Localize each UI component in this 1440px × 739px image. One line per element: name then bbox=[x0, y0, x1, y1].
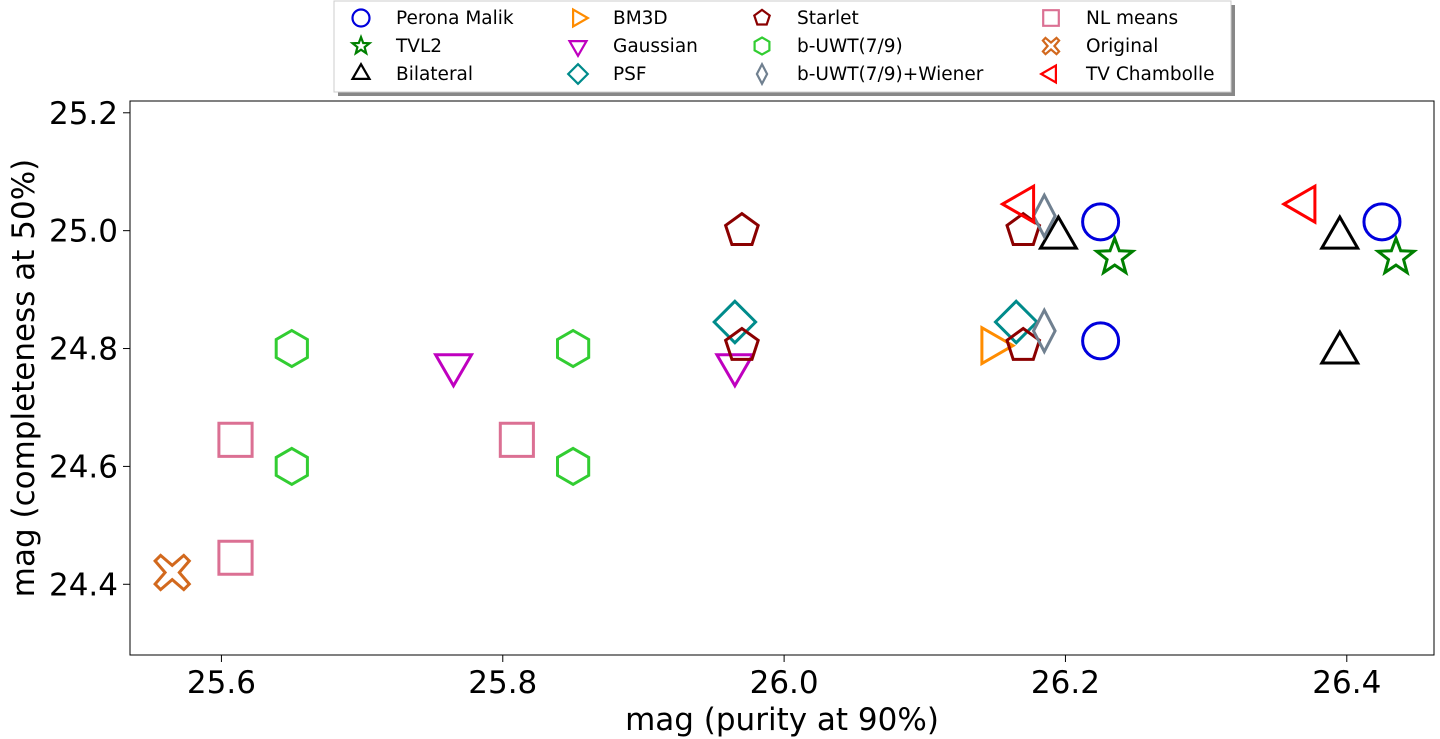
x-tick-label: 26.2 bbox=[1031, 665, 1100, 701]
point-perona-malik-1 bbox=[1081, 202, 1121, 242]
x-tick-label: 25.8 bbox=[468, 665, 537, 701]
legend-marker-nl-means bbox=[1042, 9, 1060, 27]
point-nl-means-2 bbox=[217, 539, 254, 576]
x-axis-ticks: 25.6 25.8 26.0 26.2 26.4 bbox=[187, 655, 1381, 701]
legend-label-bm3d: BM3D bbox=[613, 8, 668, 29]
y-tick-label: 25.2 bbox=[49, 96, 118, 132]
legend: Perona Malik TVL2 Bilateral BM3D Gaussian PSF… bbox=[333, 0, 1235, 96]
point-tv-chambolle-1 bbox=[999, 183, 1036, 225]
x-axis-label: mag (purity at 90%) bbox=[625, 702, 939, 738]
y-tick-label: 24.8 bbox=[49, 332, 118, 368]
point-b-uwt-7-9-wiener-2 bbox=[1031, 306, 1057, 355]
point-starlet-2 bbox=[723, 326, 760, 361]
legend-label-perona-malik: Perona Malik bbox=[396, 8, 514, 29]
point-original-1 bbox=[153, 553, 192, 592]
legend-label-psf: PSF bbox=[613, 64, 647, 85]
point-perona-malik-2 bbox=[1081, 321, 1121, 361]
point-gaussian-2 bbox=[714, 353, 756, 389]
point-b-uwt-7-9-3 bbox=[556, 328, 591, 369]
legend-label-nl-means: NL means bbox=[1086, 8, 1178, 29]
point-psf-2 bbox=[993, 299, 1040, 345]
legend-label-gaussian: Gaussian bbox=[613, 36, 698, 57]
point-b-uwt-7-9-4 bbox=[556, 446, 591, 487]
point-tvl2-1 bbox=[1092, 233, 1137, 276]
legend-marker-tvl2 bbox=[349, 33, 373, 56]
point-tv-chambolle-2 bbox=[1280, 183, 1317, 225]
y-axis-ticks: 24.4 24.6 24.8 25.0 25.2 bbox=[49, 96, 130, 603]
legend-marker-tv-chambolle bbox=[1039, 63, 1058, 85]
point-bilateral-2 bbox=[1319, 213, 1361, 250]
legend-marker-bm3d bbox=[571, 7, 590, 29]
legend-label-original: Original bbox=[1086, 36, 1158, 57]
legend-label-bilateral: Bilateral bbox=[396, 64, 473, 85]
point-nl-means-3 bbox=[498, 421, 535, 458]
legend-marker-original bbox=[1041, 36, 1061, 56]
y-tick-label: 25.0 bbox=[49, 214, 118, 250]
legend-box bbox=[333, 0, 1232, 93]
legend-label-b-uwt-7-9-wiener: b-UWT(7/9)+Wiener bbox=[797, 64, 984, 85]
legend-label-starlet: Starlet bbox=[797, 8, 859, 29]
point-b-uwt-7-9-1 bbox=[274, 328, 309, 369]
point-psf-1 bbox=[712, 299, 758, 345]
y-tick-label: 24.4 bbox=[49, 567, 118, 603]
data-points bbox=[153, 183, 1419, 592]
point-starlet-1 bbox=[723, 211, 760, 246]
point-bm3d-1 bbox=[980, 325, 1017, 367]
legend-label-b-uwt-7-9: b-UWT(7/9) bbox=[797, 36, 903, 57]
legend-marker-b-uwt-7-9 bbox=[753, 36, 771, 56]
y-tick-label: 24.6 bbox=[49, 449, 118, 485]
y-axis-label: mag (completeness at 50%) bbox=[6, 159, 42, 598]
point-tvl2-2 bbox=[1373, 233, 1419, 276]
legend-marker-perona-malik bbox=[351, 8, 371, 28]
legend-marker-psf bbox=[566, 62, 590, 86]
legend-label-tv-chambolle: TV Chambolle bbox=[1085, 64, 1215, 85]
legend-marker-gaussian bbox=[567, 39, 589, 58]
point-gaussian-1 bbox=[433, 353, 475, 389]
legend-marker-b-uwt-7-9-wiener bbox=[755, 61, 769, 87]
point-bilateral-1 bbox=[1037, 213, 1079, 250]
point-bilateral-3 bbox=[1319, 329, 1361, 365]
point-b-uwt-7-9-wiener-1 bbox=[1031, 191, 1057, 240]
legend-items: Perona Malik TVL2 Bilateral BM3D Gaussian PSF… bbox=[349, 7, 1215, 87]
legend-label-tvl2: TVL2 bbox=[395, 36, 442, 57]
x-tick-label: 26.0 bbox=[750, 665, 819, 701]
legend-marker-bilateral bbox=[350, 62, 372, 81]
x-tick-label: 26.4 bbox=[1312, 665, 1381, 701]
legend-marker-starlet bbox=[753, 8, 771, 26]
point-perona-malik-3 bbox=[1362, 202, 1402, 242]
x-tick-label: 25.6 bbox=[187, 665, 256, 701]
point-b-uwt-7-9-2 bbox=[274, 446, 309, 487]
point-nl-means-1 bbox=[217, 421, 254, 458]
plot-area-frame bbox=[129, 100, 1435, 656]
